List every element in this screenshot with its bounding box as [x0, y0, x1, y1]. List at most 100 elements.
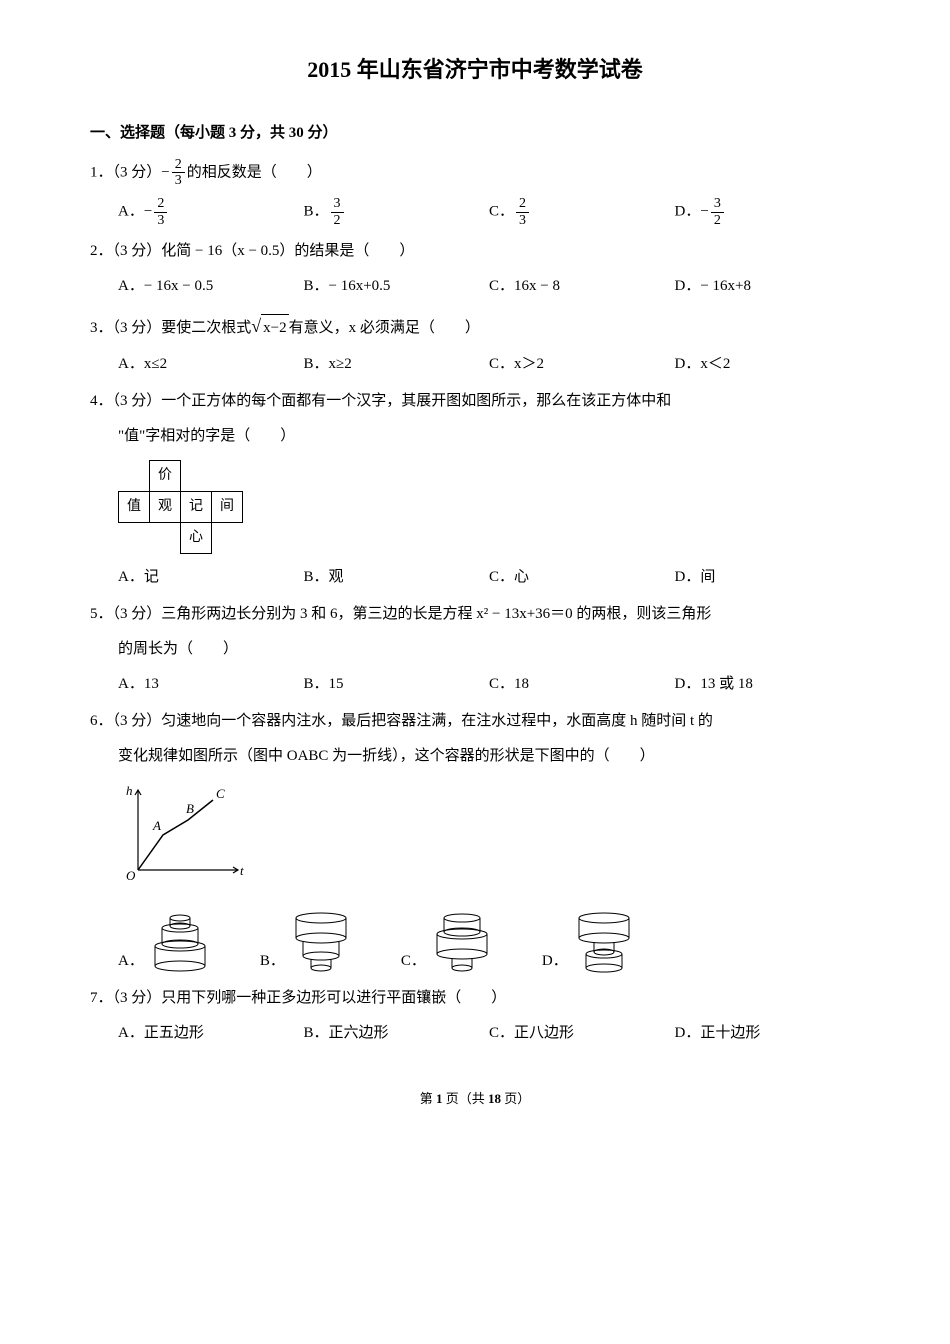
q1-c-num: 2	[516, 196, 529, 212]
q5-stem2: 的周长为（ ）	[90, 636, 860, 663]
question-1: 1．（3 分）−23的相反数是（ ） A．−23 B．32 C．23 D．−32	[90, 157, 860, 229]
q1-stem: 1．（3 分）−23的相反数是（ ）	[90, 157, 860, 189]
q7-opt-a: A．正五边形	[118, 1020, 304, 1047]
container-a-icon	[150, 910, 210, 975]
q3-stem: 3．（3 分）要使二次根式√x−2有意义，x 必须满足（ ）	[90, 310, 860, 342]
q5-stem: 5．（3 分）三角形两边长分别为 3 和 6，第三边的长是方程 x² − 13x…	[90, 601, 860, 628]
q1-frac-num: 2	[172, 157, 185, 173]
container-b-icon	[291, 910, 351, 975]
sqrt-icon: √x−2	[251, 310, 288, 342]
question-4: 4．（3 分）一个正方体的每个面都有一个汉字，其展开图如图所示，那么在该正方体中…	[90, 388, 860, 591]
q1-d-frac: 32	[711, 196, 724, 228]
q2-opt-d: D．− 16x+8	[675, 273, 861, 300]
q1-d-label: D．	[675, 204, 701, 220]
q4-options: A．记 B．观 C．心 D．间	[90, 564, 860, 591]
q6-stem: 6．（3 分）匀速地向一个容器内注水，最后把容器注满，在注水过程中，水面高度 h…	[90, 708, 860, 735]
net-cell: 记	[181, 491, 212, 522]
q1-d-neg: −	[700, 204, 708, 220]
q1-c-label: C．	[489, 204, 514, 220]
question-6: 6．（3 分）匀速地向一个容器内注水，最后把容器注满，在注水过程中，水面高度 h…	[90, 708, 860, 975]
q2-opt-b: B．− 16x+0.5	[304, 273, 490, 300]
h-t-chart: h t O A B C	[118, 780, 860, 900]
q1-opt-c: C．23	[489, 196, 675, 228]
q2-stem: 2．（3 分）化简 − 16（x − 0.5）的结果是（ ）	[90, 238, 860, 265]
container-d-icon	[574, 910, 634, 975]
q7-opt-b: B．正六边形	[304, 1020, 490, 1047]
q4-stem: 4．（3 分）一个正方体的每个面都有一个汉字，其展开图如图所示，那么在该正方体中…	[90, 388, 860, 415]
q7-opt-d: D．正十边形	[675, 1020, 861, 1047]
net-cell: 价	[150, 460, 181, 491]
exam-title: 2015 年山东省济宁市中考数学试卷	[90, 50, 860, 90]
q3-opt-a: A．x≤2	[118, 351, 304, 378]
net-cell: 观	[150, 491, 181, 522]
q1-options: A．−23 B．32 C．23 D．−32	[90, 196, 860, 228]
q7-options: A．正五边形 B．正六边形 C．正八边形 D．正十边形	[90, 1020, 860, 1047]
cube-net-figure: 价 值 观 记 间 心	[118, 460, 860, 554]
q1-a-label: A．	[118, 204, 144, 220]
q5-opt-c: C．18	[489, 671, 675, 698]
net-cell: 心	[181, 522, 212, 553]
q1-a-neg: −	[144, 204, 152, 220]
q5-opt-a: A．13	[118, 671, 304, 698]
container-c-icon	[432, 910, 492, 975]
question-7: 7．（3 分）只用下列哪一种正多边形可以进行平面镶嵌（ ） A．正五边形 B．正…	[90, 985, 860, 1047]
q5-opt-b: B．15	[304, 671, 490, 698]
q4-stem2: "值"字相对的字是（ ）	[90, 423, 860, 450]
net-cell: 间	[212, 491, 243, 522]
q4-opt-b: B．观	[304, 564, 490, 591]
footer-mid: 页（共	[442, 1091, 488, 1106]
section-1-header: 一、选择题（每小题 3 分，共 30 分）	[90, 120, 860, 147]
q3-suffix: 有意义，x 必须满足（ ）	[289, 320, 480, 336]
q4-opt-d: D．间	[675, 564, 861, 591]
q1-frac-den: 3	[172, 173, 185, 188]
q6-c-label: C．	[401, 948, 426, 975]
q1-b-den: 2	[331, 213, 344, 228]
q2-opt-c: C．16x − 8	[489, 273, 675, 300]
q2-options: A．− 16x − 0.5 B．− 16x+0.5 C．16x − 8 D．− …	[90, 273, 860, 300]
chart-point-c: C	[216, 786, 225, 801]
question-2: 2．（3 分）化简 − 16（x − 0.5）的结果是（ ） A．− 16x −…	[90, 238, 860, 300]
chart-x-label: t	[240, 863, 244, 878]
q3-opt-c: C．x＞2	[489, 351, 675, 378]
q3-prefix: 3．（3 分）要使二次根式	[90, 320, 251, 336]
q1-d-den: 2	[711, 213, 724, 228]
q1-opt-a: A．−23	[118, 196, 304, 228]
q6-b-label: B．	[260, 948, 285, 975]
question-3: 3．（3 分）要使二次根式√x−2有意义，x 必须满足（ ） A．x≤2 B．x…	[90, 310, 860, 377]
q1-b-frac: 32	[331, 196, 344, 228]
q4-opt-c: C．心	[489, 564, 675, 591]
q1-a-den: 3	[154, 213, 167, 228]
q1-d-num: 3	[711, 196, 724, 212]
q3-options: A．x≤2 B．x≥2 C．x＞2 D．x＜2	[90, 351, 860, 378]
chart-point-a: A	[152, 818, 161, 833]
net-cell: 值	[119, 491, 150, 522]
q6-opt-a: A．	[118, 910, 210, 975]
chart-point-b: B	[186, 801, 194, 816]
footer-suffix: 页）	[501, 1091, 530, 1106]
q6-opt-c: C．	[401, 910, 492, 975]
q5-options: A．13 B．15 C．18 D．13 或 18	[90, 671, 860, 698]
q1-opt-b: B．32	[304, 196, 490, 228]
q6-d-label: D．	[542, 948, 568, 975]
q6-opt-b: B．	[260, 910, 351, 975]
q1-b-label: B．	[304, 204, 329, 220]
q6-opt-d: D．	[542, 910, 634, 975]
q1-after: 的相反数是（ ）	[187, 164, 322, 180]
q6-a-label: A．	[118, 948, 144, 975]
q7-opt-c: C．正八边形	[489, 1020, 675, 1047]
chart-y-label: h	[126, 783, 133, 798]
q1-c-frac: 23	[516, 196, 529, 228]
footer-total: 18	[488, 1091, 501, 1106]
footer-prefix: 第	[420, 1091, 436, 1106]
q6-stem2: 变化规律如图所示（图中 OABC 为一折线），这个容器的形状是下图中的（ ）	[90, 743, 860, 770]
q1-a-num: 2	[154, 196, 167, 212]
q2-opt-a: A．− 16x − 0.5	[118, 273, 304, 300]
q1-b-num: 3	[331, 196, 344, 212]
q7-stem: 7．（3 分）只用下列哪一种正多边形可以进行平面镶嵌（ ）	[90, 985, 860, 1012]
q6-options: A． B．	[90, 910, 860, 975]
q1-frac: 23	[172, 157, 185, 189]
q3-sqrt-body: x−2	[261, 314, 288, 342]
question-5: 5．（3 分）三角形两边长分别为 3 和 6，第三边的长是方程 x² − 13x…	[90, 601, 860, 698]
q4-opt-a: A．记	[118, 564, 304, 591]
q1-opt-d: D．−32	[675, 196, 861, 228]
